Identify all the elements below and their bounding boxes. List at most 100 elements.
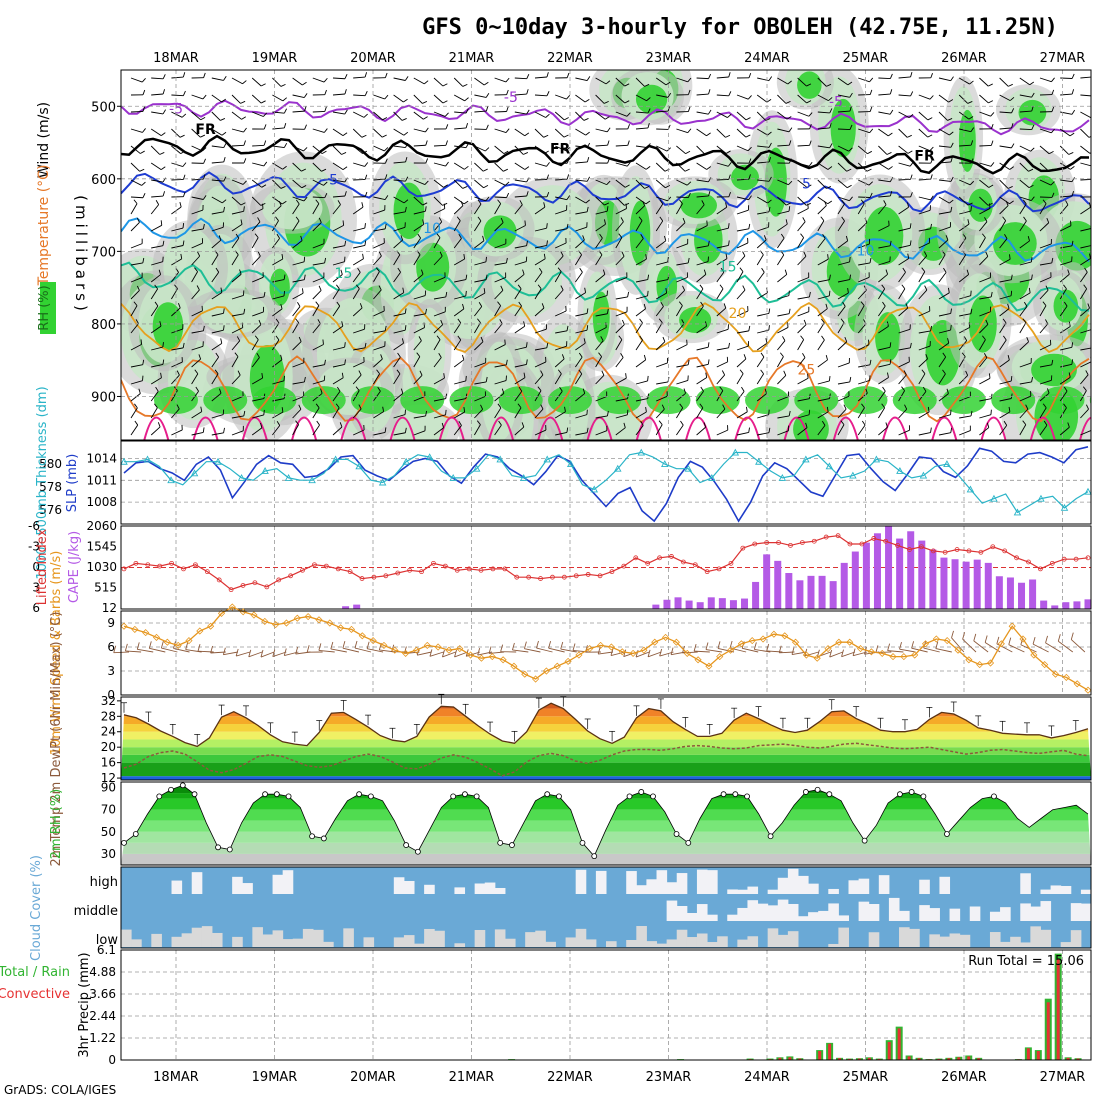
bottom-date-label: 24MAR: [744, 1070, 790, 1085]
rh-tick-label: 70: [101, 803, 116, 817]
rh-point: [921, 794, 926, 799]
cape-bar: [1007, 577, 1014, 609]
wind10-barb-flag: [125, 644, 127, 651]
high-cloud-cell: [626, 871, 637, 894]
low-cloud-cell: [707, 942, 718, 947]
rh-point: [216, 845, 221, 850]
rh-point: [909, 789, 914, 794]
middle-cloud-cell: [828, 903, 839, 921]
wind10-barb: [648, 652, 661, 657]
bottom-date-label: 25MAR: [843, 1070, 889, 1085]
precip-frame: [121, 950, 1091, 1060]
cape-bar: [885, 526, 892, 609]
precip-legend-total: Total / Rain: [0, 965, 70, 980]
low-cloud-cell: [283, 939, 294, 947]
middle-cloud-cell: [919, 905, 930, 921]
wind-barb-flag: [284, 291, 285, 296]
rh-point: [815, 787, 820, 792]
rh-point: [157, 794, 162, 799]
middle-cloud-cell: [990, 912, 1001, 921]
contour-label: 20: [729, 306, 747, 322]
wind10-tick-label: 6: [107, 640, 115, 654]
wind-barb-flag: [466, 376, 467, 381]
wind10-barb-flag: [1033, 637, 1035, 644]
low-cloud-cell: [232, 937, 243, 947]
precip-axis-label: 3hr Precip (mm): [77, 952, 92, 1057]
wind-barb-flag: [505, 340, 506, 345]
precip-convective-bar: [888, 1042, 891, 1060]
wind10-barb-flag: [307, 645, 309, 652]
slp-axis-label: SLP (mb): [65, 454, 80, 513]
low-cloud-cell: [990, 932, 1001, 947]
low-cloud-cell: [747, 936, 758, 947]
temperature-band: [121, 747, 1091, 755]
wind10-barb-flag: [876, 645, 878, 652]
middle-cloud-cell: [768, 905, 779, 921]
rh-moist-area: [636, 85, 667, 114]
wind-barb-flag: [141, 339, 142, 344]
rh-point: [180, 783, 185, 788]
low-cloud-cell: [151, 934, 162, 947]
top-date-label: 27MAR: [1040, 51, 1086, 66]
wind10-barb: [636, 652, 649, 657]
high-cloud-cell: [919, 880, 930, 894]
wind-barb-flag: [446, 410, 447, 415]
pressure-tick-label: 900: [91, 390, 116, 405]
low-cloud-cell: [262, 934, 273, 947]
cape-bar: [686, 601, 693, 609]
high-cloud-cell: [727, 889, 738, 894]
bottom-date-label: 21MAR: [449, 1070, 495, 1085]
middle-cloud-cell: [889, 898, 900, 921]
slp-tick-label: 1011: [86, 473, 117, 487]
low-cloud-cell: [1020, 942, 1031, 947]
low-cloud-cell: [646, 941, 657, 947]
precip-convective-bar: [818, 1051, 821, 1060]
middle-cloud-cell: [1081, 904, 1092, 921]
wind10-barb-flag: [706, 643, 708, 650]
rh-point: [263, 792, 268, 797]
rh-point: [827, 792, 832, 797]
low-cloud-cell: [1030, 926, 1041, 947]
temperature-tick-label: 32: [101, 694, 116, 708]
bottom-date-label: 26MAR: [941, 1070, 987, 1085]
rh-point: [991, 794, 996, 799]
wind-barb-flag: [787, 322, 788, 327]
wind10-speed-line: [121, 604, 1091, 693]
high-cloud-cell: [404, 881, 415, 894]
low-cloud-cell: [323, 942, 334, 947]
cape-tick-label: 1030: [86, 560, 117, 574]
high-cloud-cell: [808, 884, 819, 894]
wind10-tick-label: 9: [107, 616, 115, 630]
precip-grid: [121, 950, 1091, 1060]
rh-point: [404, 843, 409, 848]
rh-point: [639, 789, 644, 794]
low-cloud-cell: [424, 929, 435, 947]
rh-band: [121, 843, 1091, 854]
top-date-label: 23MAR: [646, 51, 692, 66]
high-cloud-cell: [859, 879, 870, 894]
precip-axes: 01.222.443.664.886.1: [89, 943, 116, 1067]
high-cloud-cell: [1040, 890, 1051, 894]
low-cloud-cell: [939, 937, 950, 947]
wind10-barb: [830, 652, 843, 657]
cloud-axis-label: Cloud Cover (%): [29, 855, 44, 961]
high-cloud-cell: [1061, 886, 1072, 894]
top-date-label: 22MAR: [547, 51, 593, 66]
low-cloud-cell: [950, 933, 961, 947]
high-cloud-cell: [495, 888, 506, 894]
top-date-label: 25MAR: [843, 51, 889, 66]
low-cloud-cell: [626, 940, 637, 947]
cape-bar: [1040, 601, 1047, 609]
cape-bar: [1029, 579, 1036, 609]
cape-bar: [852, 552, 859, 609]
slp-tick-label: 1014: [86, 451, 117, 465]
temperature-tick-label: 24: [101, 725, 116, 739]
wind-barb: [313, 111, 325, 112]
rh-point: [944, 832, 949, 837]
middle-cloud-cell: [667, 901, 678, 921]
cape-bar: [785, 573, 792, 609]
cape-bar: [1062, 602, 1069, 609]
wind10-barb-flag: [343, 641, 345, 648]
high-cloud-cell: [707, 870, 718, 894]
